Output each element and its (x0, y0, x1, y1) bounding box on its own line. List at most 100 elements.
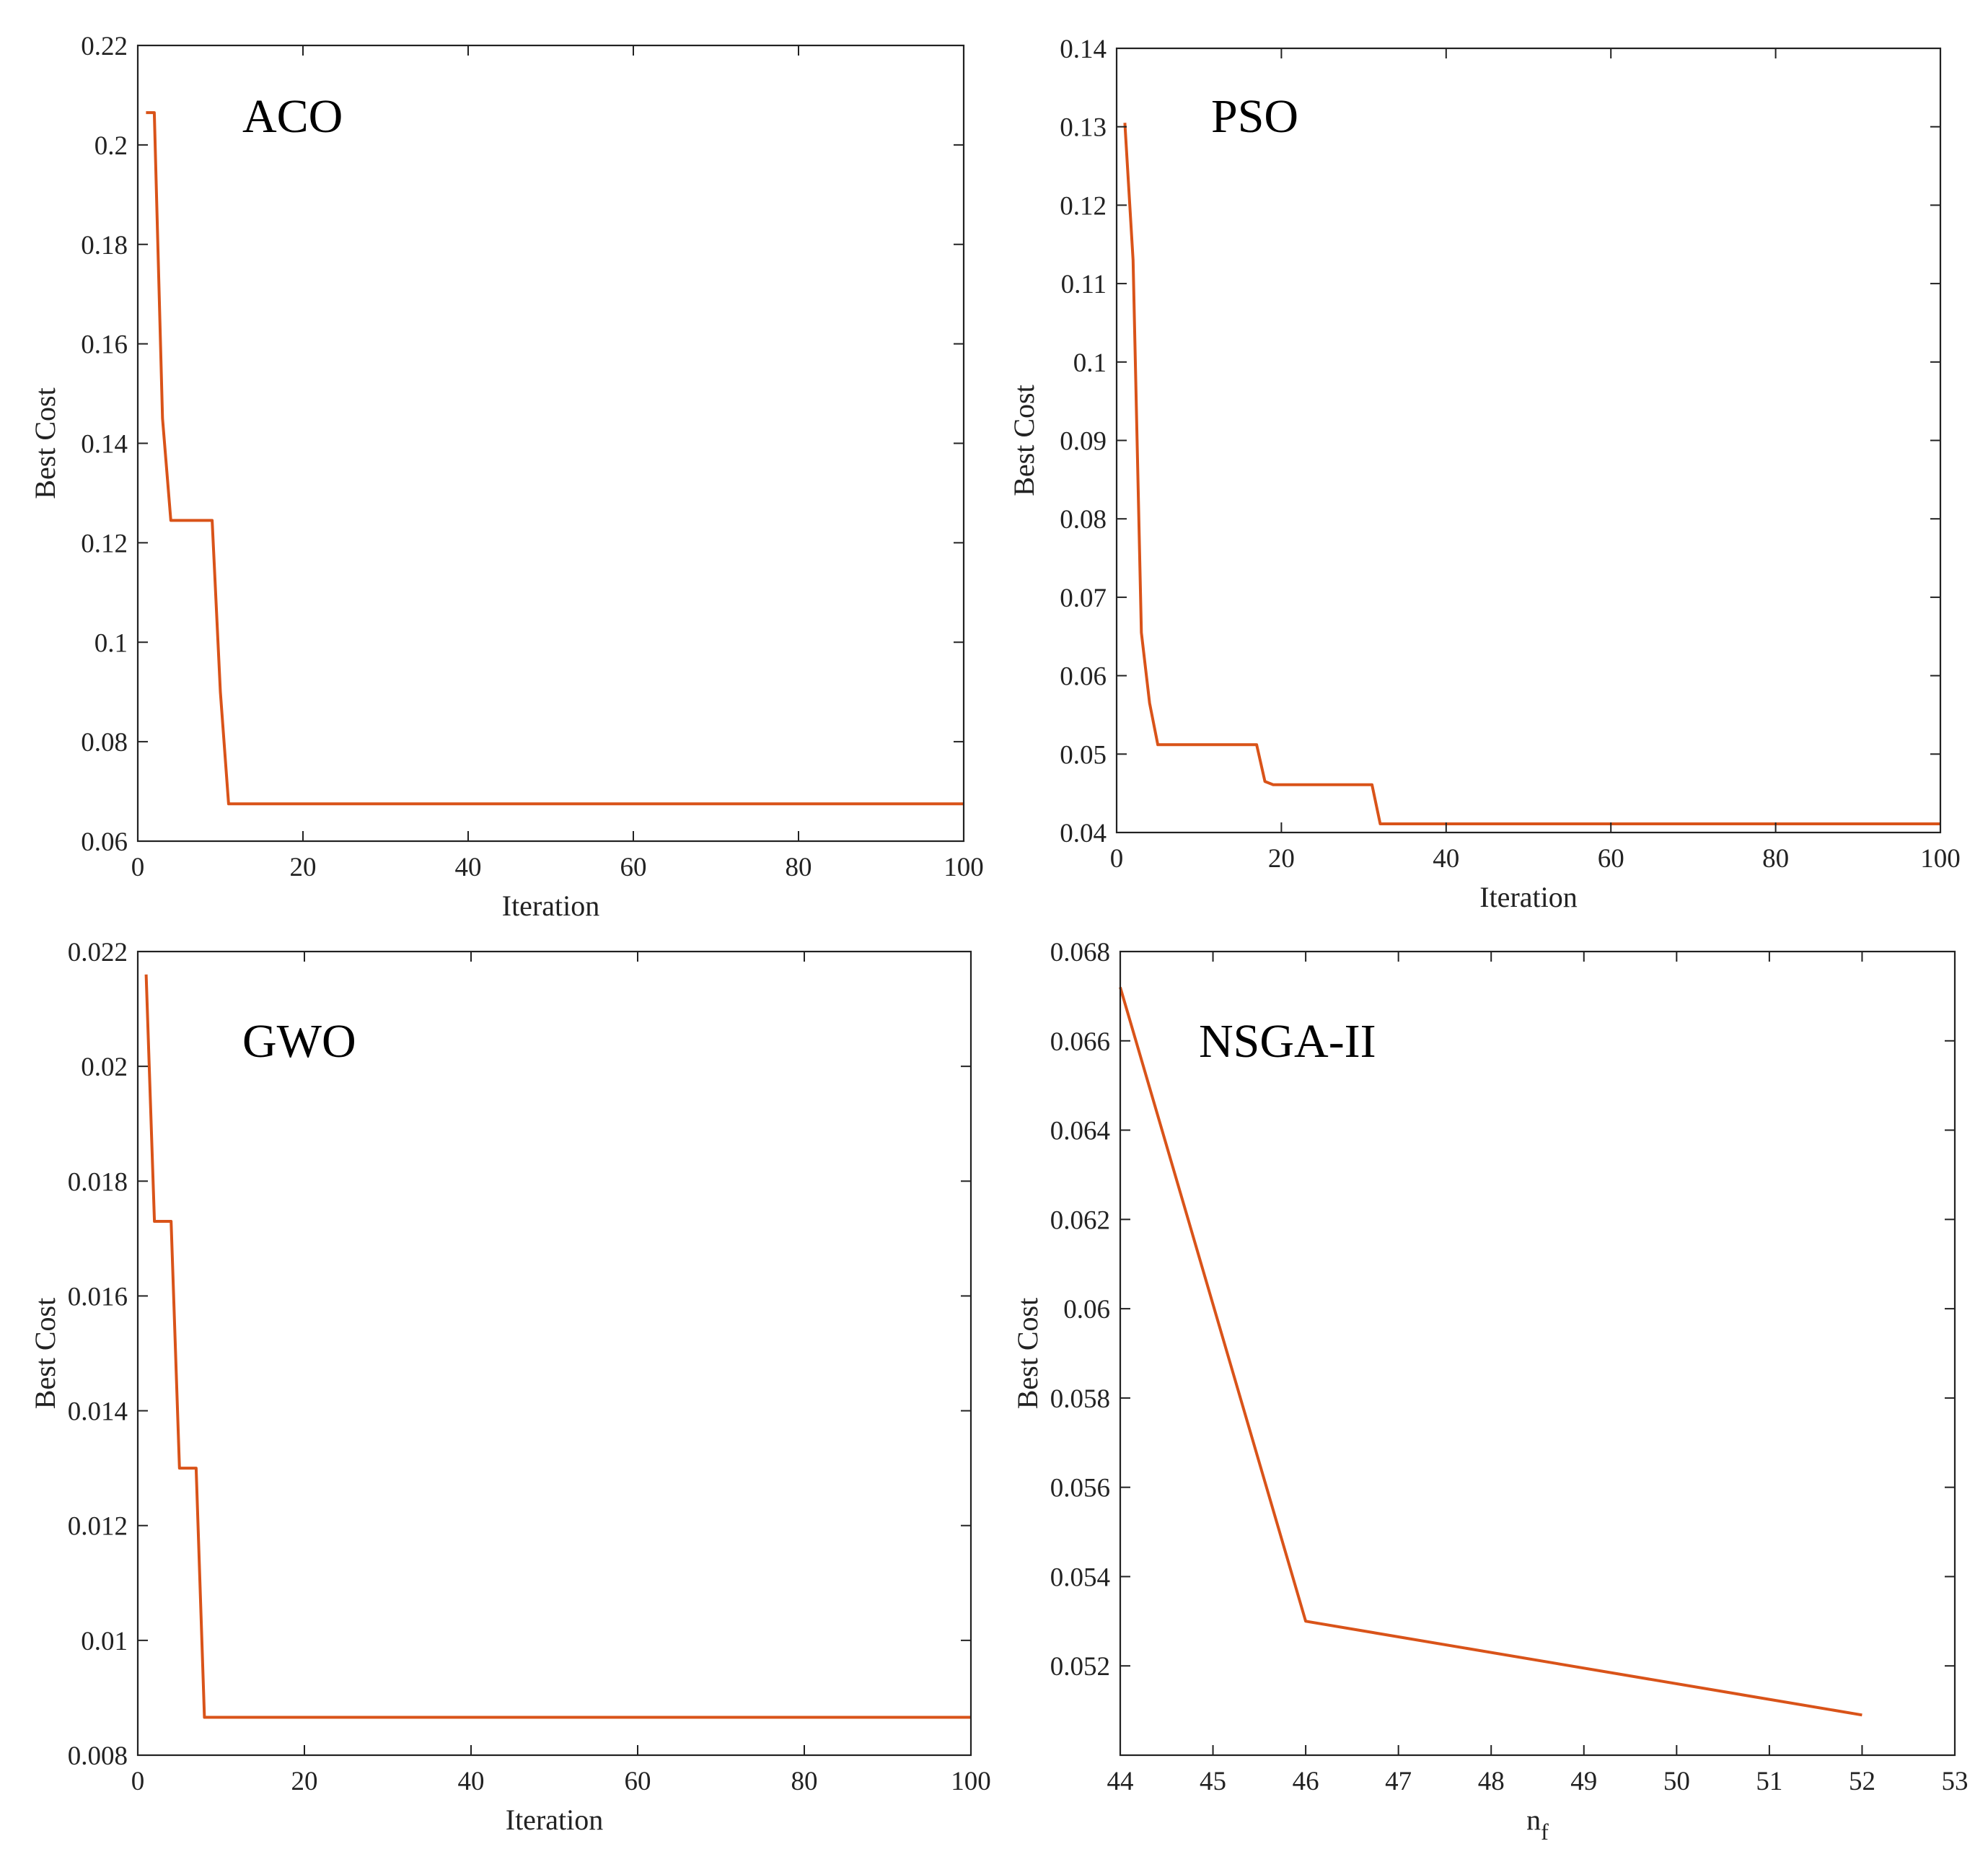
pso-y-tick-label: 0.05 (1060, 740, 1107, 770)
gwo-y-tick-label: 0.02 (81, 1053, 128, 1082)
aco-x-tick-label: 80 (786, 853, 812, 882)
nsga-x-tick-label: 53 (1942, 1767, 1969, 1796)
gwo-series-line (144, 974, 971, 1719)
aco-axes-frame (136, 44, 965, 843)
panel-gwo: 0 20 40 60 80 100 0.008 0.01 0.012 0.014 0.016 0.01… (29, 938, 991, 1836)
pso-y-tick-label: 0.11 (1061, 270, 1107, 299)
aco-x-tick-label: 100 (944, 853, 984, 882)
pso-x-axis-label: Iteration (1479, 881, 1578, 913)
pso-y-tick-label: 0.1 (1073, 348, 1107, 378)
panel-aco: 0 20 40 60 80 100 0.06 0.08 0.1 0.12 0.14 0.16 0.18 0… (29, 32, 984, 922)
gwo-y-tick-label: 0.012 (68, 1512, 128, 1542)
gwo-y-tick-label: 0.01 (81, 1627, 128, 1656)
gwo-x-tick-label: 100 (951, 1767, 991, 1796)
pso-x-tick-label: 20 (1268, 844, 1295, 874)
aco-y-tick-label: 0.08 (81, 728, 128, 757)
aco-x-tick-label: 0 (131, 853, 145, 882)
gwo-ticks-layer: 0 20 40 60 80 100 0.008 0.01 0.012 0.014 0.016 0.01… (68, 938, 991, 1796)
nsga-y-tick-label: 0.058 (1050, 1384, 1110, 1414)
gwo-y-tick-label: 0.014 (68, 1397, 128, 1427)
aco-y-tick-label: 0.16 (81, 330, 128, 360)
nsga-x-tick-label: 49 (1570, 1767, 1597, 1796)
gwo-x-tick-label: 0 (131, 1767, 145, 1796)
gwo-panel-title: GWO (242, 1015, 356, 1068)
aco-x-axis-label: Iteration (502, 889, 600, 922)
nsga-x-tick-label: 52 (1849, 1767, 1875, 1796)
nsga-x-axis-label: nf (1526, 1804, 1549, 1845)
nsga-x-tick-label: 51 (1756, 1767, 1782, 1796)
gwo-y-tick-label: 0.008 (68, 1741, 128, 1771)
pso-y-tick-label: 0.14 (1060, 35, 1107, 64)
pso-x-tick-label: 40 (1433, 844, 1459, 874)
nsga-x-tick-label: 47 (1385, 1767, 1412, 1796)
gwo-axes-frame (136, 950, 972, 1757)
nsga-x-tick-label: 45 (1200, 1767, 1226, 1796)
aco-series-line (146, 111, 964, 806)
aco-y-tick-label: 0.2 (94, 131, 128, 161)
aco-y-tick-label: 0.1 (94, 628, 128, 658)
pso-y-tick-label: 0.06 (1060, 662, 1107, 692)
gwo-series-layer (144, 974, 971, 1719)
pso-x-tick-label: 0 (1110, 844, 1124, 874)
aco-y-tick-label: 0.14 (81, 430, 128, 460)
nsga-y-tick-label: 0.068 (1050, 938, 1110, 967)
pso-series-line (1123, 123, 1940, 825)
panel-pso: 0 20 40 60 80 100 0.04 0.05 0.06 0.07 0.08 0.09 0.1 0… (1008, 35, 1961, 913)
nsga-x-tick-label: 46 (1293, 1767, 1319, 1796)
aco-panel-title: ACO (242, 90, 343, 143)
aco-x-tick-label: 60 (620, 853, 647, 882)
gwo-y-axis-label: Best Cost (29, 1298, 61, 1409)
nsga-y-tick-label: 0.06 (1063, 1295, 1110, 1325)
nsga-series-line (1119, 986, 1862, 1717)
nsga-panel-title: NSGA-II (1199, 1015, 1376, 1068)
aco-y-tick-label: 0.18 (81, 231, 128, 260)
nsga-y-tick-label: 0.064 (1050, 1117, 1110, 1146)
nsga-y-axis-label: Best Cost (1011, 1298, 1044, 1409)
nsga-y-tick-label: 0.062 (1050, 1205, 1110, 1235)
pso-x-tick-label: 60 (1598, 844, 1624, 874)
gwo-x-tick-label: 40 (458, 1767, 485, 1796)
pso-series-layer (1123, 123, 1940, 825)
pso-y-tick-label: 0.13 (1060, 113, 1107, 143)
nsga-y-tick-label: 0.054 (1050, 1563, 1110, 1592)
nsga-series-layer (1119, 986, 1862, 1717)
gwo-y-tick-label: 0.022 (68, 938, 128, 967)
pso-ticks-layer: 0 20 40 60 80 100 0.04 0.05 0.06 0.07 0.08 0.09 0.1 0… (1060, 35, 1961, 874)
pso-panel-title: PSO (1211, 90, 1298, 143)
nsga-y-tick-label: 0.066 (1050, 1027, 1110, 1057)
panel-nsga: 44 45 46 47 48 49 50 51 52 53 0.052 0.054 0.056 0.058… (1011, 938, 1969, 1845)
pso-y-axis-label: Best Cost (1008, 385, 1040, 496)
aco-y-tick-label: 0.12 (81, 529, 128, 558)
aco-series-layer (146, 111, 964, 806)
pso-axes-frame (1115, 47, 1942, 834)
pso-y-tick-label: 0.12 (1060, 191, 1107, 221)
pso-x-tick-label: 80 (1762, 844, 1789, 874)
gwo-x-tick-label: 20 (291, 1767, 318, 1796)
nsga-x-axis-label-main: n (1526, 1804, 1541, 1836)
nsga-axes-frame (1119, 950, 1956, 1757)
aco-ticks-layer: 0 20 40 60 80 100 0.06 0.08 0.1 0.12 0.14 0.16 0.18 0… (81, 32, 984, 882)
nsga-x-axis-label-subscript: f (1541, 1819, 1549, 1845)
nsga-x-tick-label: 44 (1107, 1767, 1134, 1796)
nsga-y-tick-label: 0.056 (1050, 1474, 1110, 1503)
aco-y-axis-label: Best Cost (29, 387, 61, 498)
aco-x-tick-label: 20 (290, 853, 317, 882)
nsga-x-tick-label: 50 (1663, 1767, 1690, 1796)
pso-y-tick-label: 0.04 (1060, 819, 1107, 848)
pso-y-tick-label: 0.07 (1060, 584, 1107, 613)
gwo-y-tick-label: 0.018 (68, 1167, 128, 1197)
nsga-y-tick-label: 0.052 (1050, 1652, 1110, 1682)
gwo-x-axis-label: Iteration (506, 1804, 604, 1836)
gwo-x-tick-label: 60 (625, 1767, 651, 1796)
nsga-x-tick-label: 48 (1478, 1767, 1505, 1796)
gwo-y-tick-label: 0.016 (68, 1282, 128, 1312)
pso-y-tick-label: 0.08 (1060, 505, 1107, 535)
nsga-ticks-layer: 44 45 46 47 48 49 50 51 52 53 0.052 0.054 0.056 0.058… (1050, 938, 1969, 1796)
aco-y-tick-label: 0.22 (81, 32, 128, 61)
gwo-x-tick-label: 80 (791, 1767, 818, 1796)
aco-y-tick-label: 0.06 (81, 827, 128, 857)
pso-x-tick-label: 100 (1920, 844, 1961, 874)
aco-x-tick-label: 40 (455, 853, 482, 882)
